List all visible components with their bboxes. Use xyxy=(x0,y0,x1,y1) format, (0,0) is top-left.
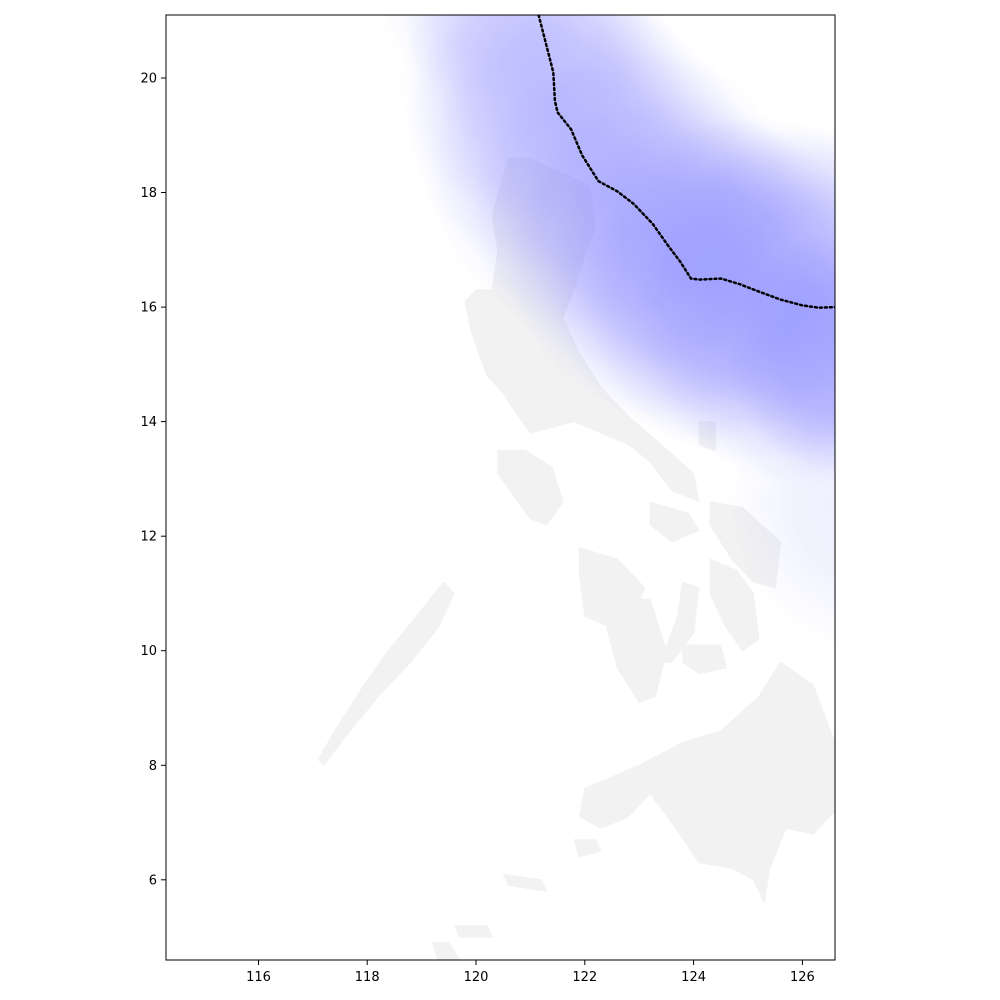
x-tick-label-126: 126 xyxy=(790,970,815,985)
landmass-palawan xyxy=(317,581,455,766)
landmass-sulu xyxy=(502,873,548,892)
landmass-basilan xyxy=(573,839,602,858)
y-tick-label-8: 8 xyxy=(149,759,157,774)
landmass-leyte xyxy=(709,558,760,652)
plot-frame xyxy=(165,14,836,961)
y-tick-label-6: 6 xyxy=(149,873,157,888)
x-tick-label-124: 124 xyxy=(681,970,706,985)
landmass-borneo-tip xyxy=(432,942,461,960)
landmass-bohol xyxy=(682,644,727,675)
y-tick-label-12: 12 xyxy=(140,530,157,545)
plot-area xyxy=(317,15,835,960)
y-tick-label-20: 20 xyxy=(140,72,157,87)
storm-track-line xyxy=(537,15,835,309)
y-tick-label-14: 14 xyxy=(140,415,157,430)
x-tick-label-120: 120 xyxy=(464,970,489,985)
landmass-cebu xyxy=(660,581,700,663)
x-tick-label-116: 116 xyxy=(246,970,271,985)
x-tick-label-118: 118 xyxy=(355,970,380,985)
y-tick-label-16: 16 xyxy=(140,301,157,316)
y-axis: 6 8 10 12 14 16 18 20 xyxy=(140,72,166,888)
x-axis: 116 118 120 122 124 126 xyxy=(246,960,815,985)
x-tick-label-122: 122 xyxy=(572,970,597,985)
landmass-mindoro xyxy=(497,449,564,526)
y-tick-label-18: 18 xyxy=(140,186,157,201)
landmass-masbate xyxy=(649,501,700,543)
landmass-negros xyxy=(606,598,667,703)
wind-swath-12 xyxy=(726,355,835,648)
storm-track-layer xyxy=(537,15,835,309)
landmass-tawi-tawi xyxy=(453,925,493,938)
y-tick-label-10: 10 xyxy=(140,644,157,659)
landmass-mindanao xyxy=(578,661,835,904)
